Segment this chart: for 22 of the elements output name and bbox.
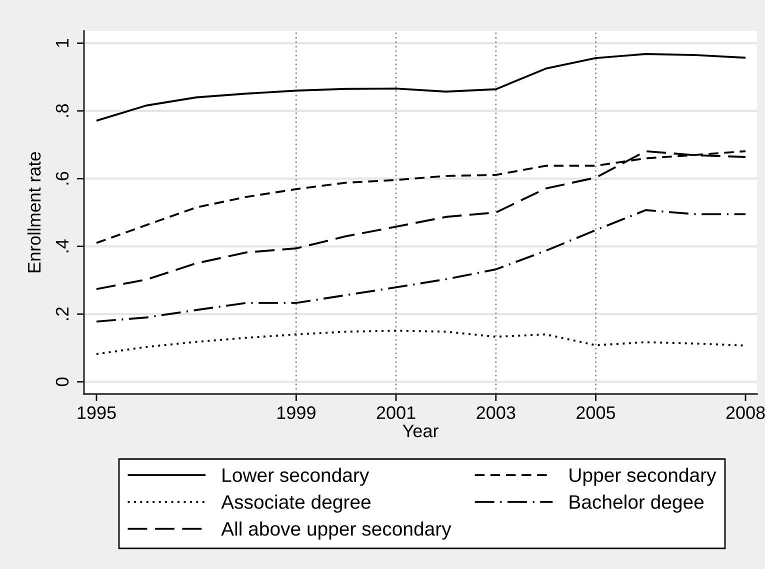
x-tick-label: 2005 (576, 406, 616, 420)
y-axis-title: Enrollment rate (27, 152, 41, 272)
legend-label: Associate degree (221, 494, 370, 513)
y-tick-label: 1 (56, 39, 68, 47)
y-tick-label: 0 (56, 377, 69, 386)
x-tick-label: 1999 (277, 406, 316, 420)
legend-label: Bachelor degee (570, 494, 704, 513)
legend-label: Upper secondary (570, 468, 716, 486)
x-axis-title: Year (402, 424, 438, 438)
line-series (96, 209, 746, 323)
line-series (96, 150, 746, 290)
x-tick-label: 1995 (78, 406, 116, 420)
x-tick-label: 2001 (376, 406, 416, 420)
x-tick-label: 2003 (476, 406, 516, 420)
line-series (96, 53, 746, 122)
y-tick-label: .8 (56, 104, 69, 117)
x-tick-label: 2008 (726, 406, 765, 420)
y-tick-label: .4 (56, 239, 68, 252)
legend-label: Lower secondary (222, 468, 370, 486)
y-tick-label: .6 (56, 172, 69, 185)
legend-label: All above upper secondary (221, 522, 452, 540)
y-tick-label: .2 (56, 307, 68, 320)
